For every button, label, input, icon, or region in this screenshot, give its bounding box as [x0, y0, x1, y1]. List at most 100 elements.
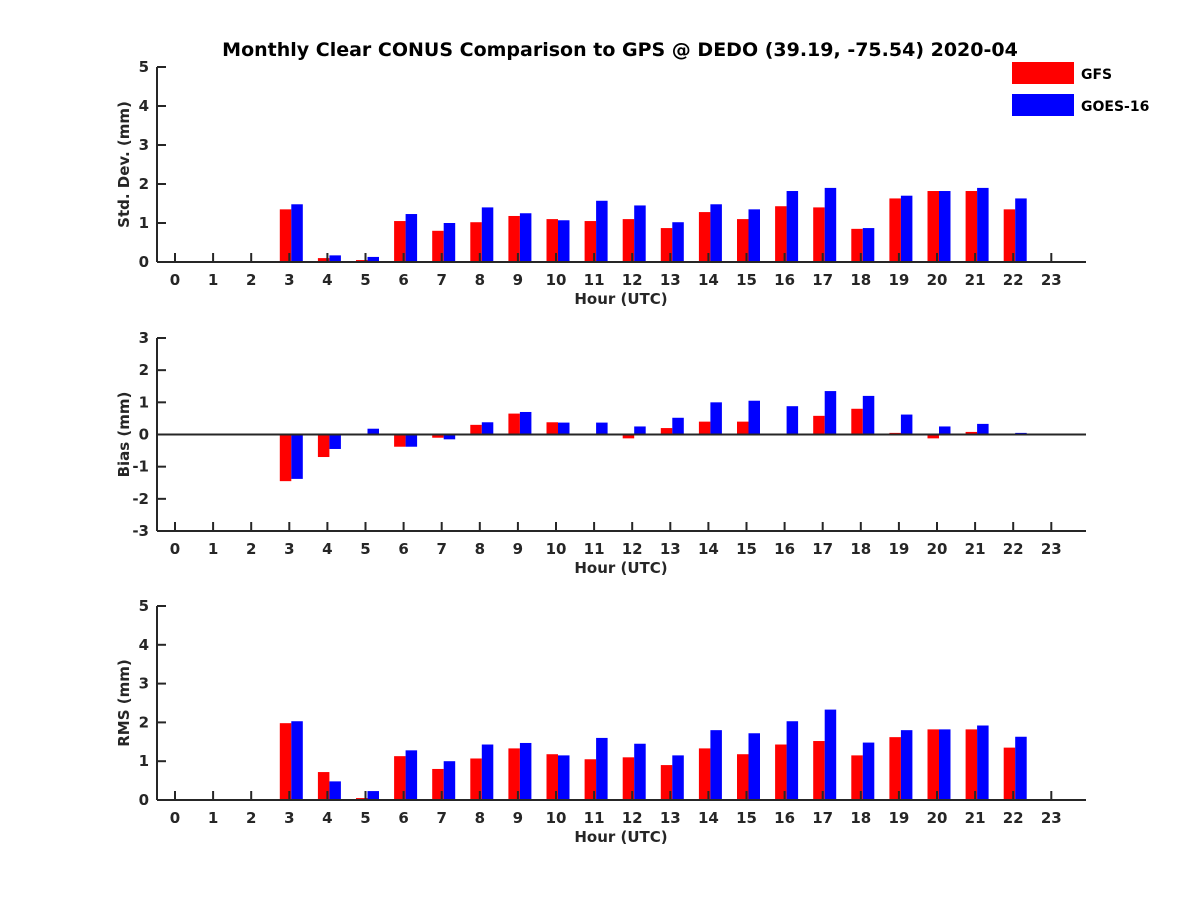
std-dev-bar-gfs-21 [965, 191, 978, 262]
rms-bar-goes-16-13 [672, 755, 684, 800]
rms-x-tick-label: 16 [774, 809, 795, 827]
bias-x-tick-label: 18 [850, 540, 871, 558]
rms-bar-goes-16-10 [558, 755, 570, 800]
bias-bar-goes-16-8 [481, 422, 494, 435]
std-dev-bar-goes-16-15 [748, 209, 760, 262]
rms-x-tick-label: 6 [398, 809, 408, 827]
rms-bar-goes-16-18 [862, 742, 875, 800]
std-dev-bar-gfs-17 [813, 207, 825, 262]
std-dev-bar-goes-16-16 [786, 191, 799, 262]
std-dev-x-axis-label: Hour (UTC) [574, 290, 667, 308]
std-dev-x-tick-label: 3 [284, 271, 294, 289]
rms-bar-goes-16-19 [900, 730, 913, 800]
std-dev-bar-gfs-22 [1003, 209, 1016, 262]
bias-x-tick-label: 0 [170, 540, 180, 558]
std-dev-bar-gfs-18 [851, 228, 863, 262]
std-dev-x-tick-label: 22 [1003, 271, 1024, 289]
rms-bar-goes-16-9 [519, 742, 532, 800]
rms-bar-gfs-17 [813, 741, 825, 800]
std-dev-x-tick-label: 2 [246, 271, 256, 289]
std-dev-bar-gfs-12 [622, 219, 635, 262]
std-dev-bar-gfs-9 [508, 215, 520, 262]
bias-bar-goes-16-19 [900, 414, 913, 435]
bias-bar-gfs-12 [622, 434, 635, 439]
bias-bar-goes-16-9 [519, 411, 532, 435]
rms-x-tick-label: 2 [246, 809, 256, 827]
std-dev-bar-goes-16-18 [862, 228, 875, 262]
std-dev-bar-goes-16-8 [481, 207, 494, 262]
std-dev-x-tick-label: 7 [436, 271, 446, 289]
std-dev-y-tick-label: 5 [139, 58, 149, 76]
std-dev-bar-gfs-3 [279, 209, 292, 262]
bias-y-tick-label: -2 [132, 490, 149, 508]
rms-bar-gfs-16 [775, 744, 787, 800]
bias-bar-gfs-20 [927, 434, 939, 439]
bias-x-tick-label: 3 [284, 540, 294, 558]
bias-bar-goes-16-5 [367, 428, 379, 435]
bias-bar-goes-16-17 [824, 391, 837, 435]
rms-bar-goes-16-16 [786, 721, 799, 800]
bias-bar-gfs-7 [432, 434, 444, 438]
bias-bar-goes-16-15 [748, 400, 760, 435]
std-dev-y-tick-label: 1 [139, 214, 149, 232]
rms-x-tick-label: 20 [927, 809, 948, 827]
std-dev-x-tick-label: 17 [812, 271, 833, 289]
rms-bar-gfs-10 [546, 754, 558, 800]
rms-x-tick-label: 1 [208, 809, 218, 827]
rms-bar-gfs-11 [584, 759, 597, 800]
std-dev-x-tick-label: 5 [360, 271, 370, 289]
std-dev-y-tick-label: 3 [139, 136, 149, 154]
std-dev-x-tick-label: 0 [170, 271, 180, 289]
rms-bar-goes-16-12 [634, 743, 646, 800]
rms-y-tick-label: 2 [139, 713, 149, 731]
rms-x-tick-label: 12 [622, 809, 643, 827]
std-dev-x-tick-label: 15 [736, 271, 757, 289]
bias-x-tick-label: 16 [774, 540, 795, 558]
rms-y-axis-label: RMS (mm) [115, 659, 133, 746]
bias-x-tick-label: 23 [1041, 540, 1062, 558]
bias-bar-goes-16-7 [443, 434, 456, 440]
rms-bar-gfs-6 [394, 756, 406, 800]
bias-x-tick-label: 19 [888, 540, 909, 558]
rms-bar-gfs-7 [432, 768, 444, 800]
legend: GFS GOES-16 [1012, 62, 1149, 116]
std-dev-bar-gfs-19 [889, 198, 901, 262]
rms-x-tick-label: 8 [475, 809, 485, 827]
std-dev-bar-gfs-20 [927, 191, 939, 262]
rms-bar-goes-16-7 [443, 761, 456, 800]
bias-bar-gfs-9 [508, 413, 520, 435]
rms-x-tick-label: 3 [284, 809, 294, 827]
rms-bar-goes-16-8 [481, 744, 494, 800]
rms-bar-goes-16-15 [748, 733, 760, 800]
bias-bar-goes-16-16 [786, 406, 799, 435]
bias-x-axis-label: Hour (UTC) [574, 559, 667, 577]
rms-bar-goes-16-3 [291, 721, 303, 800]
bias-bar-goes-16-11 [596, 422, 608, 435]
std-dev-bar-goes-16-7 [443, 223, 456, 262]
rms-x-tick-label: 15 [736, 809, 757, 827]
rms-bar-gfs-15 [737, 754, 749, 800]
rms-bar-goes-16-21 [977, 725, 989, 800]
bias-x-tick-label: 12 [622, 540, 643, 558]
std-dev-bar-goes-16-6 [405, 214, 418, 262]
bias-x-tick-label: 13 [660, 540, 681, 558]
rms-x-tick-label: 18 [850, 809, 871, 827]
rms-bar-goes-16-6 [405, 750, 418, 800]
bias-x-tick-label: 15 [736, 540, 757, 558]
std-dev-bar-gfs-6 [394, 221, 406, 262]
std-dev-bar-gfs-4 [317, 258, 330, 262]
rms-bar-gfs-22 [1003, 747, 1016, 800]
bias-x-tick-label: 8 [475, 540, 485, 558]
bias-x-tick-label: 20 [927, 540, 948, 558]
std-dev-x-tick-label: 19 [888, 271, 909, 289]
bias-bar-goes-16-12 [634, 426, 646, 435]
std-dev-x-tick-label: 11 [584, 271, 605, 289]
std-dev-x-tick-label: 21 [965, 271, 986, 289]
rms-bar-gfs-19 [889, 737, 901, 800]
bias-bar-goes-16-13 [672, 417, 684, 435]
std-dev-y-axis-label: Std. Dev. (mm) [115, 101, 133, 228]
std-dev-bar-goes-16-11 [596, 200, 608, 262]
rms-y-tick-label: 5 [139, 597, 149, 615]
std-dev-bar-goes-16-17 [824, 187, 837, 262]
